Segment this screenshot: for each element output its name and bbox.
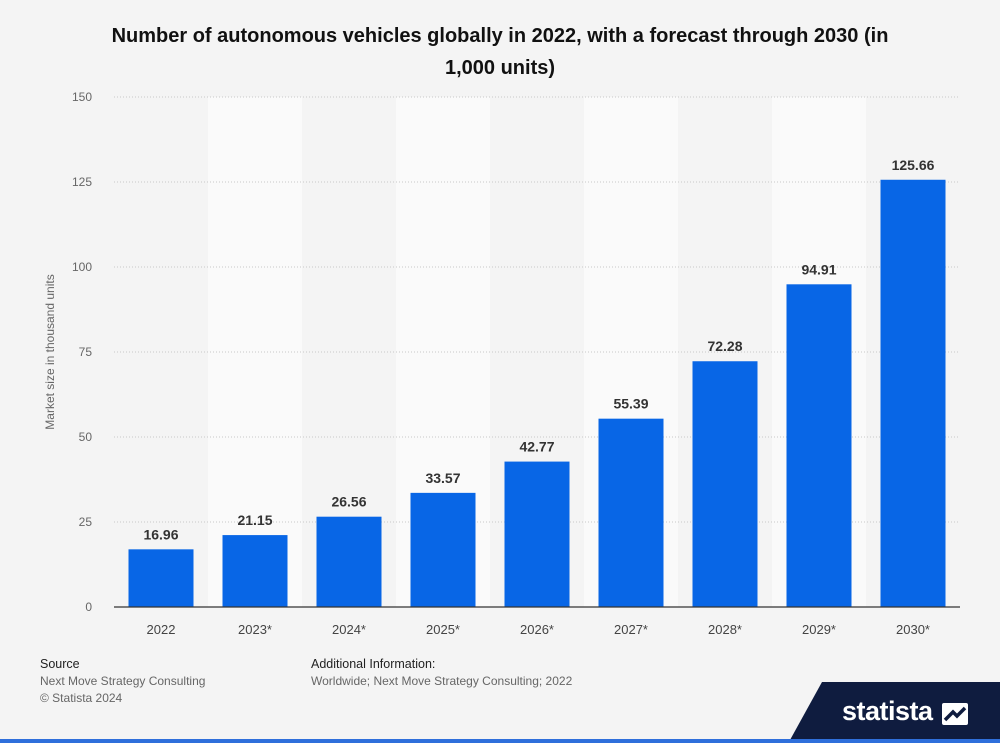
bar xyxy=(504,461,570,607)
bar-chart: 0 25 50 75 100 125 150 Market size in thousand … xyxy=(43,90,960,637)
y-tick-label: 75 xyxy=(79,345,93,359)
bar-value-label: 42.77 xyxy=(519,439,554,455)
additional-info-heading: Additional Information: xyxy=(311,657,436,671)
bar xyxy=(598,418,664,607)
y-tick-label: 150 xyxy=(72,90,92,104)
x-tick-label: 2028* xyxy=(708,622,742,637)
source-block: Source Next Move Strategy Consulting © S… xyxy=(40,656,205,707)
x-tick-label: 2022 xyxy=(147,622,176,637)
statista-logo-icon xyxy=(942,703,968,725)
x-tick-label: 2029* xyxy=(802,622,836,637)
x-tick-label: 2027* xyxy=(614,622,648,637)
x-tick-label: 2030* xyxy=(896,622,930,637)
source-line: Next Move Strategy Consulting xyxy=(40,674,206,688)
x-tick-label: 2026* xyxy=(520,622,554,637)
bar xyxy=(222,535,288,607)
y-tick-label: 0 xyxy=(85,600,92,614)
y-tick-label: 50 xyxy=(79,430,93,444)
bar xyxy=(128,549,194,607)
y-tick-label: 125 xyxy=(72,175,92,189)
bar xyxy=(786,284,852,607)
bar-value-label: 16.96 xyxy=(143,526,178,542)
bar-value-label: 72.28 xyxy=(707,338,742,354)
bar-value-label: 55.39 xyxy=(613,396,648,412)
bar xyxy=(880,179,946,608)
copyright-line: © Statista 2024 xyxy=(40,691,123,705)
bar-value-label: 94.91 xyxy=(801,261,836,277)
source-heading: Source xyxy=(40,657,80,671)
additional-info-block: Additional Information: Worldwide; Next … xyxy=(311,656,572,690)
x-tick-label: 2023* xyxy=(238,622,272,637)
statista-logo-text: statista xyxy=(842,696,933,726)
additional-info-text: Worldwide; Next Move Strategy Consulting… xyxy=(311,674,573,688)
bottom-accent-line xyxy=(0,739,1000,743)
bar-value-label: 33.57 xyxy=(425,470,460,486)
y-tick-label: 100 xyxy=(72,260,92,274)
bar xyxy=(410,492,476,607)
bar-value-label: 26.56 xyxy=(331,494,366,510)
x-tick-label: 2024* xyxy=(332,622,366,637)
bar xyxy=(316,516,382,607)
bar-value-label: 21.15 xyxy=(237,512,272,528)
chart-title: Number of autonomous vehicles globally i… xyxy=(111,25,889,79)
y-tick-label: 25 xyxy=(79,515,93,529)
bar-value-label: 125.66 xyxy=(892,157,935,173)
x-tick-label: 2025* xyxy=(426,622,460,637)
bar xyxy=(692,361,758,607)
y-axis-label: Market size in thousand units xyxy=(43,274,57,429)
